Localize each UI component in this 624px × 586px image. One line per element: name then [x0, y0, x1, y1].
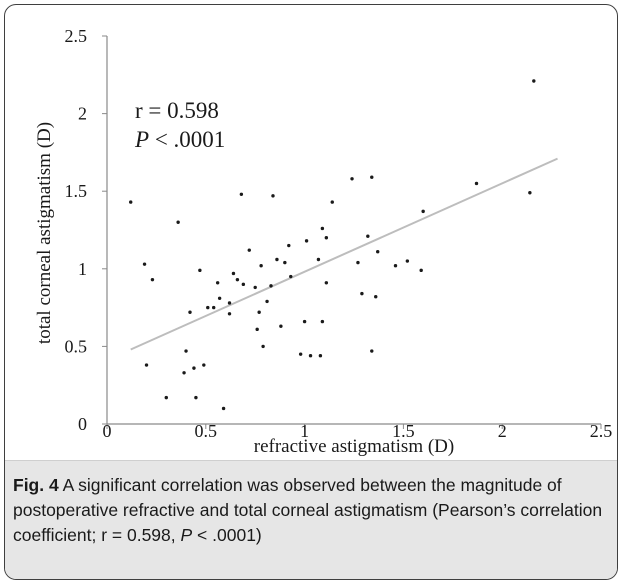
- data-point: [532, 79, 536, 83]
- caption-box: Fig. 4 A significant correlation was obs…: [5, 460, 617, 579]
- data-point: [206, 305, 210, 310]
- trendline: [130, 157, 558, 351]
- annotation-p: P < .0001: [134, 127, 225, 152]
- data-point: [330, 200, 334, 204]
- y-tick-label: 1: [78, 259, 87, 279]
- data-point: [194, 395, 198, 400]
- data-point: [176, 220, 180, 224]
- y-tick-label: 2.5: [65, 26, 88, 46]
- data-point: [164, 395, 168, 400]
- data-point: [316, 257, 321, 262]
- figure-caption: Fig. 4 A significant correlation was obs…: [13, 473, 609, 548]
- data-point: [474, 181, 479, 186]
- data-points: [129, 79, 536, 411]
- tick-labels: 0 0.5 1 1.5 2 2.5 0 0.5 1 1.5 2 2.5: [65, 26, 613, 441]
- data-point: [289, 274, 293, 279]
- data-point: [184, 349, 188, 353]
- data-point: [231, 271, 236, 276]
- trendline-group: [130, 157, 558, 351]
- data-point: [302, 319, 307, 324]
- y-tick-label: 0.5: [65, 336, 88, 356]
- figure-frame: 0 0.5 1 1.5 2 2.5 0 0.5 1 1.5 2 2.5 r = 0.598 P < .…: [4, 4, 618, 580]
- data-point: [298, 352, 303, 356]
- data-point: [279, 324, 283, 328]
- data-point: [215, 281, 220, 285]
- data-point: [421, 209, 425, 214]
- caption-text: A significant correlation was observed b…: [13, 475, 603, 545]
- y-axis-label: total corneal astigmatism (D): [34, 122, 55, 344]
- y-tick-label: 0: [78, 414, 87, 434]
- x-tick-label: 1: [300, 421, 309, 441]
- data-point: [269, 284, 273, 288]
- y-tick-label: 1.5: [65, 181, 88, 201]
- data-point: [393, 263, 398, 268]
- x-axis-label: refractive astigmatism (D): [254, 436, 454, 457]
- data-point: [239, 192, 244, 197]
- data-point: [304, 239, 309, 243]
- data-point: [144, 363, 149, 367]
- x-tick-label: 2.5: [590, 421, 613, 441]
- data-point: [324, 281, 329, 285]
- data-point: [370, 349, 374, 353]
- data-point: [318, 354, 323, 358]
- annotation-p-symbol: P: [134, 127, 149, 152]
- data-point: [374, 295, 378, 299]
- data-point: [198, 268, 202, 273]
- data-point: [275, 257, 279, 262]
- data-point: [257, 310, 261, 314]
- data-point: [192, 366, 196, 370]
- data-point: [142, 262, 147, 266]
- data-point: [360, 291, 364, 296]
- data-point: [320, 319, 325, 324]
- data-point: [350, 177, 354, 181]
- data-point: [308, 354, 313, 358]
- data-point: [356, 260, 360, 265]
- y-tick-label: 2: [78, 104, 87, 124]
- data-point: [261, 344, 265, 349]
- data-point: [129, 200, 133, 204]
- data-point: [217, 296, 222, 300]
- data-point: [265, 299, 269, 304]
- data-point: [227, 301, 232, 305]
- data-point: [202, 363, 206, 367]
- data-point: [227, 312, 232, 316]
- data-point: [235, 277, 240, 282]
- x-tick-label: 2: [498, 421, 507, 441]
- x-tick-label: 0.5: [195, 421, 218, 441]
- data-point: [188, 310, 192, 314]
- data-point: [324, 236, 329, 240]
- data-point: [287, 243, 291, 248]
- data-point: [370, 175, 374, 179]
- data-point: [255, 327, 259, 332]
- annotation-r: r = 0.598: [135, 98, 219, 123]
- data-point: [528, 191, 532, 195]
- data-point: [221, 406, 226, 411]
- annotation-p-value: < .0001: [149, 127, 225, 152]
- data-point: [247, 248, 251, 252]
- data-point: [419, 268, 423, 273]
- data-point: [320, 226, 325, 231]
- data-point: [182, 371, 186, 375]
- data-point: [241, 282, 246, 287]
- data-point: [259, 263, 263, 268]
- caption-label: Fig. 4: [13, 475, 59, 495]
- data-point: [405, 259, 410, 263]
- caption-p-tail: < .0001): [192, 525, 262, 545]
- data-point: [366, 234, 370, 238]
- x-tick-label: 1.5: [392, 421, 415, 441]
- data-point: [212, 305, 216, 310]
- scatter-chart: 0 0.5 1 1.5 2 2.5 0 0.5 1 1.5 2 2.5 r = 0.598 P < .…: [34, 26, 613, 457]
- data-point: [283, 260, 287, 265]
- caption-p-symbol: P: [180, 525, 193, 545]
- data-point: [271, 194, 275, 198]
- data-point: [376, 250, 380, 254]
- x-tick-label: 0: [103, 421, 112, 441]
- axes: [102, 35, 602, 429]
- data-point: [150, 277, 155, 282]
- data-point: [253, 285, 257, 290]
